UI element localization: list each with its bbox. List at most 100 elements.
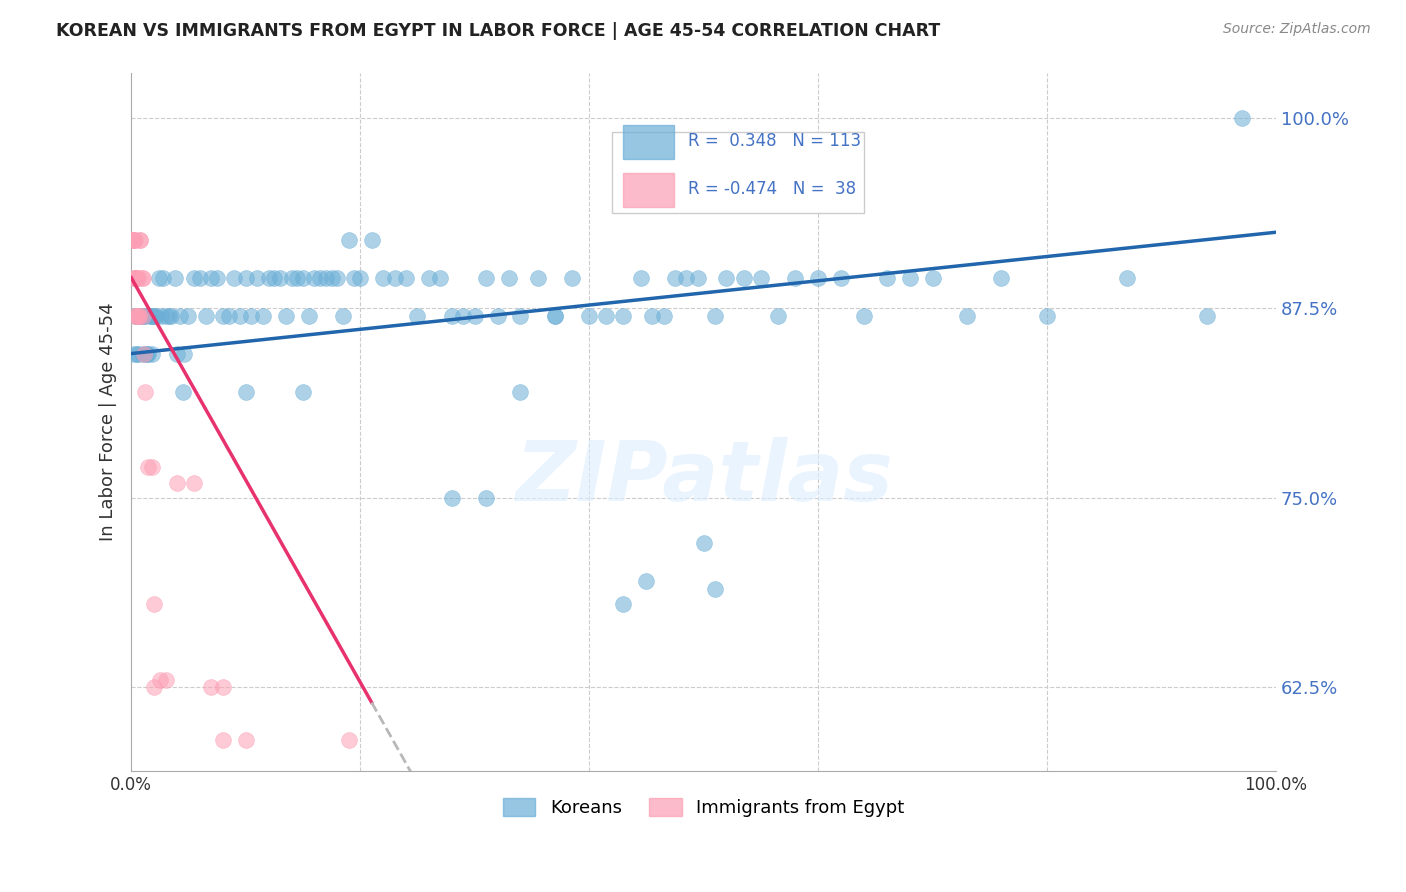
Point	[143, 597, 166, 611]
Point	[630, 270, 652, 285]
Point	[578, 309, 600, 323]
Point	[240, 309, 263, 323]
Point	[211, 680, 233, 694]
Point	[464, 309, 486, 323]
Point	[124, 233, 146, 247]
Point	[124, 309, 146, 323]
Point	[733, 270, 755, 285]
Point	[145, 309, 167, 323]
Point	[371, 270, 394, 285]
Text: KOREAN VS IMMIGRANTS FROM EGYPT IN LABOR FORCE | AGE 45-54 CORRELATION CHART: KOREAN VS IMMIGRANTS FROM EGYPT IN LABOR…	[56, 22, 941, 40]
Point	[956, 309, 979, 323]
Point	[990, 270, 1012, 285]
Point	[163, 270, 186, 285]
Point	[704, 309, 727, 323]
Point	[716, 270, 738, 285]
Point	[122, 270, 145, 285]
Point	[122, 233, 145, 247]
Point	[641, 309, 664, 323]
Point	[321, 270, 343, 285]
Point	[205, 270, 228, 285]
Point	[440, 309, 463, 323]
Point	[406, 309, 429, 323]
Point	[131, 309, 153, 323]
Point	[235, 384, 257, 399]
Legend: Koreans, Immigrants from Egypt: Koreans, Immigrants from Egypt	[496, 790, 911, 824]
Point	[252, 309, 274, 323]
Point	[337, 733, 360, 747]
Point	[131, 270, 153, 285]
Point	[1230, 112, 1253, 126]
Point	[135, 346, 157, 360]
Point	[704, 582, 727, 596]
Point	[269, 270, 291, 285]
Point	[274, 309, 297, 323]
FancyBboxPatch shape	[612, 132, 863, 212]
Point	[152, 270, 174, 285]
Point	[612, 597, 634, 611]
Point	[304, 270, 326, 285]
Point	[173, 346, 195, 360]
Point	[200, 680, 222, 694]
Point	[692, 536, 714, 550]
Point	[285, 270, 308, 285]
Point	[132, 309, 155, 323]
Point	[125, 346, 148, 360]
Point	[664, 270, 686, 285]
Point	[652, 309, 675, 323]
Point	[235, 733, 257, 747]
Point	[526, 270, 548, 285]
Point	[121, 233, 143, 247]
Point	[876, 270, 898, 285]
Point	[183, 270, 205, 285]
Point	[141, 460, 163, 475]
Point	[166, 475, 188, 490]
Point	[150, 309, 173, 323]
Point	[138, 460, 160, 475]
Point	[830, 270, 852, 285]
Point	[263, 270, 285, 285]
Point	[131, 309, 153, 323]
Point	[136, 346, 159, 360]
Point	[138, 346, 160, 360]
Point	[128, 309, 150, 323]
Point	[509, 384, 531, 399]
Text: R = -0.474   N =  38: R = -0.474 N = 38	[688, 180, 856, 198]
Point	[127, 270, 149, 285]
Point	[155, 309, 177, 323]
Point	[129, 233, 152, 247]
Point	[384, 270, 406, 285]
Point	[134, 309, 156, 323]
Point	[291, 384, 314, 399]
Point	[298, 309, 321, 323]
Point	[125, 309, 148, 323]
Point	[343, 270, 366, 285]
Point	[921, 270, 943, 285]
Point	[139, 309, 162, 323]
Point	[143, 309, 166, 323]
Point	[124, 309, 146, 323]
Point	[160, 309, 183, 323]
Point	[257, 270, 280, 285]
Point	[121, 233, 143, 247]
Text: ZIPatlas: ZIPatlas	[515, 437, 893, 518]
Point	[125, 309, 148, 323]
Point	[561, 270, 583, 285]
Point	[235, 270, 257, 285]
Point	[898, 270, 921, 285]
Point	[128, 309, 150, 323]
Point	[211, 309, 233, 323]
Point	[148, 270, 170, 285]
Point	[129, 233, 152, 247]
Point	[127, 346, 149, 360]
Point	[169, 309, 191, 323]
Point	[498, 270, 520, 285]
Point	[246, 270, 269, 285]
Point	[131, 270, 153, 285]
Point	[125, 309, 148, 323]
FancyBboxPatch shape	[623, 173, 673, 207]
Point	[1116, 270, 1139, 285]
Point	[612, 309, 634, 323]
Point	[125, 270, 148, 285]
Point	[766, 309, 789, 323]
